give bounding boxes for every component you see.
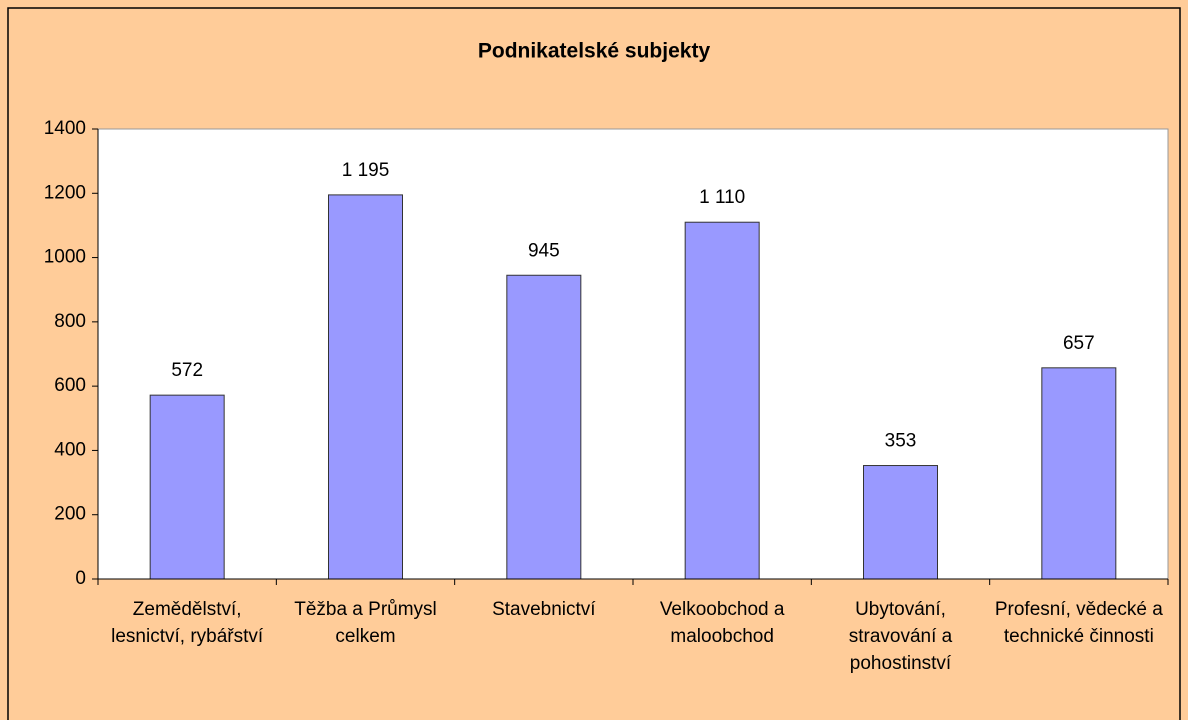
data-label: 1 110 — [699, 187, 745, 208]
data-label: 1 195 — [342, 160, 390, 181]
data-label: 353 — [885, 431, 917, 452]
bar — [863, 465, 938, 580]
x-tick-label: Ubytování, stravování a pohostinství — [848, 599, 953, 674]
x-tick-label: Těžba a Průmysl celkem — [294, 599, 437, 647]
chart-border — [7, 7, 1181, 720]
y-tick-label: 400 — [54, 439, 86, 460]
bar — [684, 221, 760, 580]
bar — [149, 394, 225, 580]
x-tick-label: Profesní, vědecké a technické činnosti — [994, 599, 1163, 647]
bar — [1041, 367, 1117, 580]
y-tick-label: 1200 — [44, 182, 86, 203]
data-label: 572 — [171, 360, 203, 381]
y-tick-label: 800 — [54, 311, 86, 332]
data-label: 657 — [1063, 333, 1095, 354]
bar — [328, 194, 403, 580]
x-tick-label: Zemědělství, lesnictví, rybářství — [111, 599, 264, 647]
y-tick-label: 1000 — [44, 247, 86, 268]
data-label: 945 — [528, 240, 560, 261]
plot-area — [97, 128, 1169, 580]
y-tick-label: 200 — [54, 504, 86, 525]
y-tick-label: 0 — [75, 568, 86, 589]
y-tick-label: 1400 — [44, 118, 86, 139]
bar — [506, 274, 582, 580]
x-tick-label: Stavebnictví — [492, 599, 596, 620]
chart-title: Podnikatelské subjekty — [478, 40, 711, 63]
x-tick-label: Velkoobchod a maloobchod — [659, 599, 785, 647]
y-tick-label: 600 — [54, 375, 86, 396]
